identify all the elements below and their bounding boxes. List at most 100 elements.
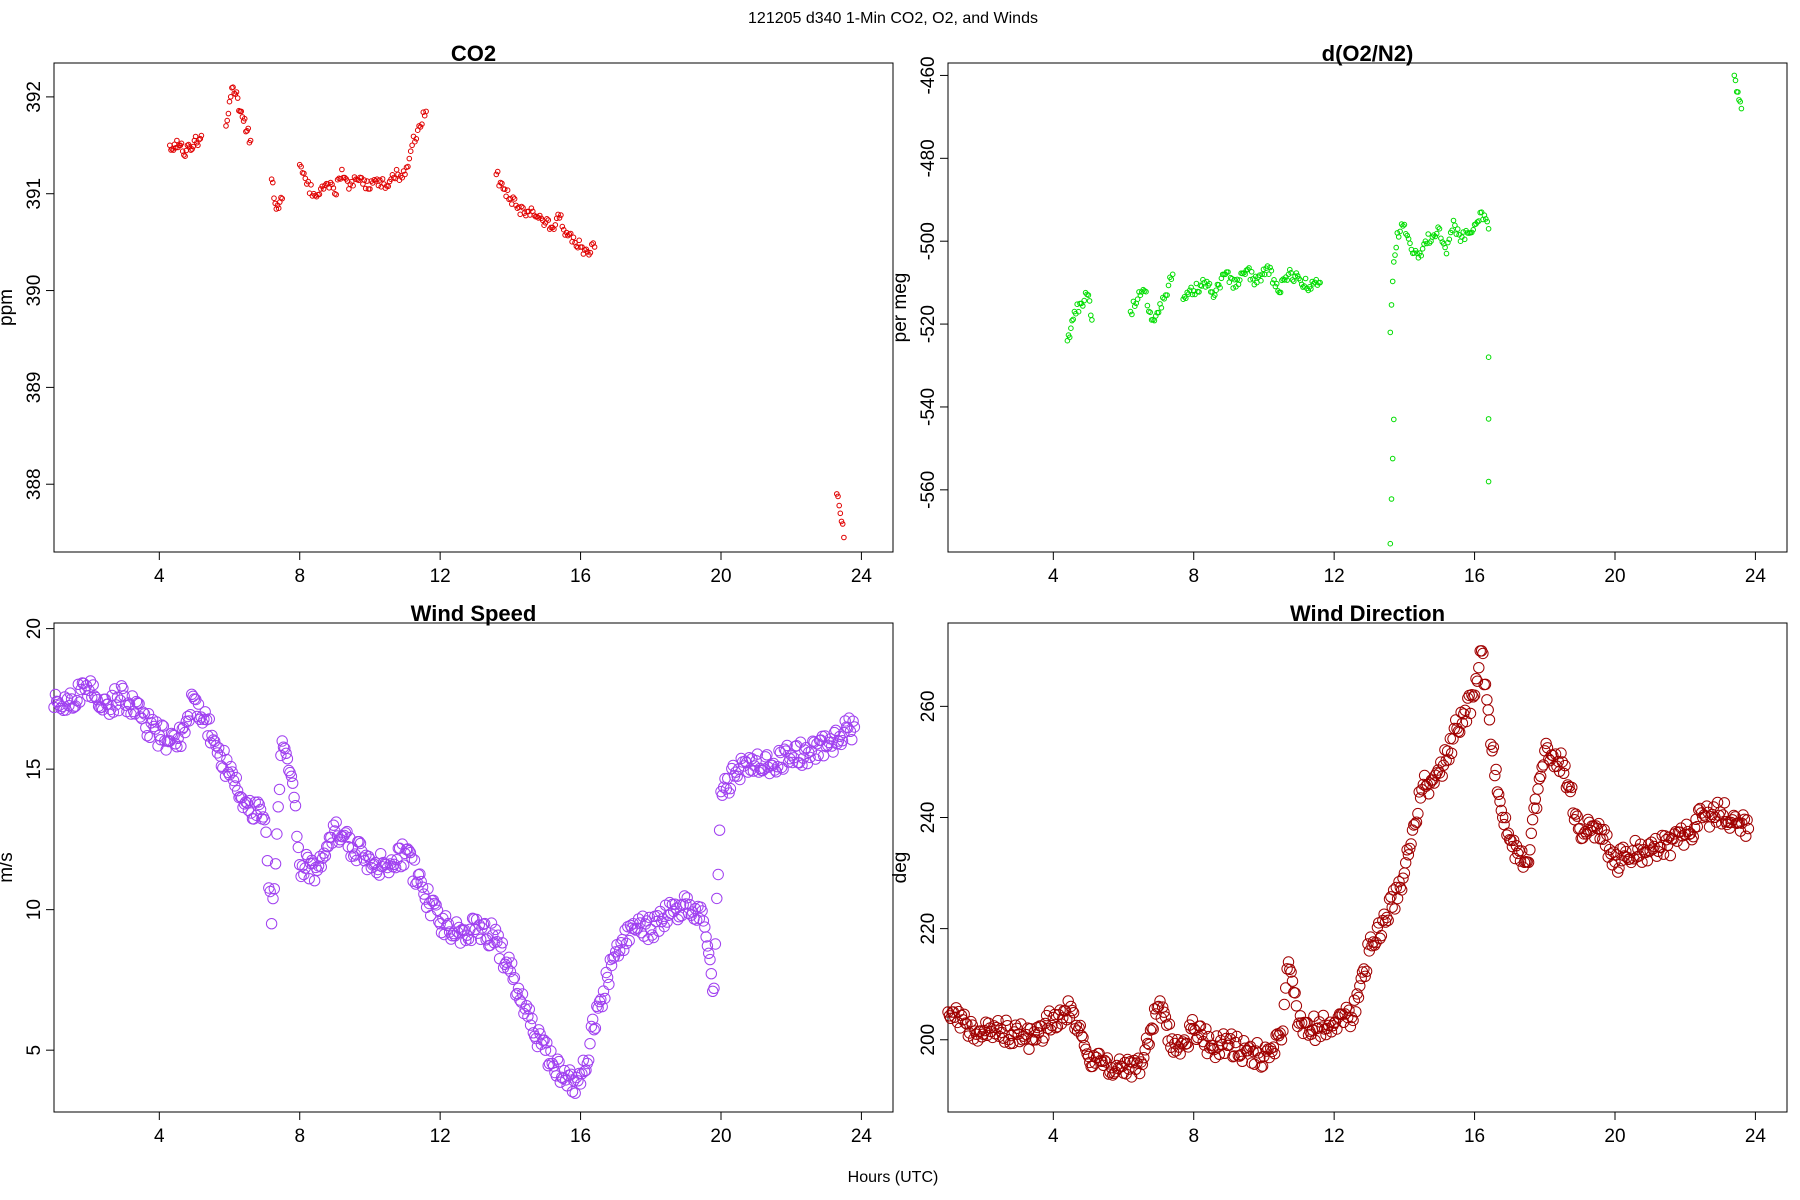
o2-point [1432,233,1439,240]
o2-point [1269,280,1276,286]
o2-point [1266,271,1272,278]
wind-direction-point [1450,714,1462,726]
wind-speed-point [754,762,766,775]
wind-direction-point [1155,1012,1168,1024]
wind-direction-point [1061,1014,1073,1026]
wind-direction-point [1227,1051,1239,1063]
wind-direction-point [1435,756,1447,768]
o2-point [1153,313,1159,319]
wind-speed-point [277,741,290,753]
co2-point [503,193,509,200]
co2-point [377,177,383,183]
o2-point [1158,305,1165,311]
wind-speed-point [830,724,842,736]
wind-speed-xtick-label: 24 [851,1126,873,1147]
co2-point [341,174,348,181]
wind-speed-point [812,749,824,761]
wind-direction-point [1508,834,1520,846]
wind-direction-point [1286,975,1299,987]
wind-speed-point [406,852,418,864]
wind-direction-point [1054,1004,1066,1016]
wind-speed-point [566,1086,579,1098]
co2-point [555,211,561,218]
wind-speed-point [832,735,845,747]
wind-speed-point [276,735,288,747]
o2-point [1419,246,1426,252]
wind-speed-point [712,868,724,881]
o2-ytick-label: -500 [918,222,939,260]
wind-direction-point [1413,786,1425,798]
wind-direction-point [1728,809,1740,822]
co2-point [234,95,241,101]
wind-speed-point [704,953,716,966]
wind-speed-point [254,803,267,816]
o2-point [1436,226,1443,232]
co2-point [350,182,356,189]
wind-direction-point [1290,1000,1303,1012]
wind-speed-point [709,938,722,950]
co2-point [168,147,174,153]
wind-speed-panel: Wind Speed m/s 4 8 12 16 20 24 5 10 15 20 [0,601,894,1147]
wind-speed-point [423,897,435,910]
o2-xtick-label: 20 [1604,566,1625,587]
wind-direction-point [1360,965,1373,977]
wind-direction-point [1568,814,1581,826]
o2-point [1445,239,1451,246]
o2-panel: d(O2/N2) per meg 4 8 12 16 20 24 -560 -540 -520 -50… [890,41,1788,587]
wind-speed-xtick-label: 8 [294,1126,305,1147]
o2-ytick-label: -540 [918,388,939,426]
wind-speed-point [847,715,859,727]
co2-ytick-label: 391 [24,178,45,210]
co2-point [223,123,229,129]
co2-points [167,84,847,541]
figure-xlabel: Hours (UTC) [848,1169,939,1186]
co2-point [379,176,386,182]
wind-speed-point [119,699,132,711]
o2-point [1237,277,1243,283]
wind-speed-point [156,719,168,731]
wind-speed-point [589,1022,602,1034]
o2-point [1388,496,1395,502]
co2-point [275,205,282,211]
wind-speed-point [144,731,156,743]
o2-ytick-label: -520 [918,305,939,343]
o2-point [1134,296,1141,303]
wind-speed-point [716,789,728,801]
wind-speed-point [430,899,442,911]
co2-point [406,155,413,162]
co2-point [420,109,427,115]
wind-direction-plot-frame [947,622,1788,1113]
wind-speed-point [111,691,124,703]
wind-direction-point [1468,689,1481,701]
wind-speed-point [90,691,102,704]
wind-speed-point [713,824,726,836]
wind-speed-point [381,861,394,874]
wind-speed-point [774,746,787,759]
wind-speed-point [689,902,701,915]
o2-point [1277,289,1284,296]
o2-point [1260,266,1267,273]
wind-direction-ylabel: deg [890,852,911,884]
wind-direction-point [1541,742,1554,754]
o2-point [1137,292,1144,299]
wind-speed-point [206,729,218,742]
wind-direction-point [1576,832,1589,844]
o2-point [1293,270,1300,276]
wind-direction-point [970,1028,983,1040]
co2-point [192,133,199,140]
o2-point [1165,282,1172,289]
o2-point [1308,286,1314,292]
wind-speed-point [330,816,342,828]
co2-point [298,163,304,170]
wind-speed-point [354,837,367,850]
wind-speed-xtick-label: 20 [710,1126,731,1147]
wind-direction-point [1545,749,1558,761]
o2-point [1289,277,1296,283]
co2-point [322,182,328,189]
wind-direction-point [1223,1039,1235,1052]
co2-point [302,175,309,182]
wind-speed-point [403,845,415,857]
wind-direction-point [1314,1030,1327,1043]
wind-speed-point [496,937,508,949]
